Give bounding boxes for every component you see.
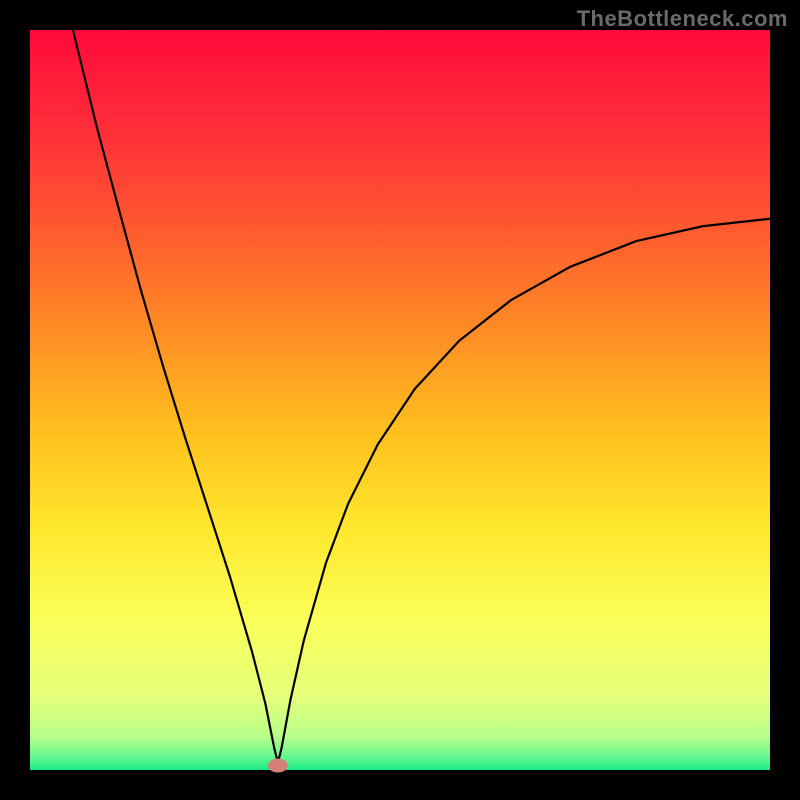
watermark-text: TheBottleneck.com — [577, 6, 788, 32]
optimal-point-marker — [268, 759, 288, 773]
chart-canvas: TheBottleneck.com — [0, 0, 800, 800]
bottleneck-chart — [0, 0, 800, 800]
plot-area-background — [30, 30, 770, 770]
